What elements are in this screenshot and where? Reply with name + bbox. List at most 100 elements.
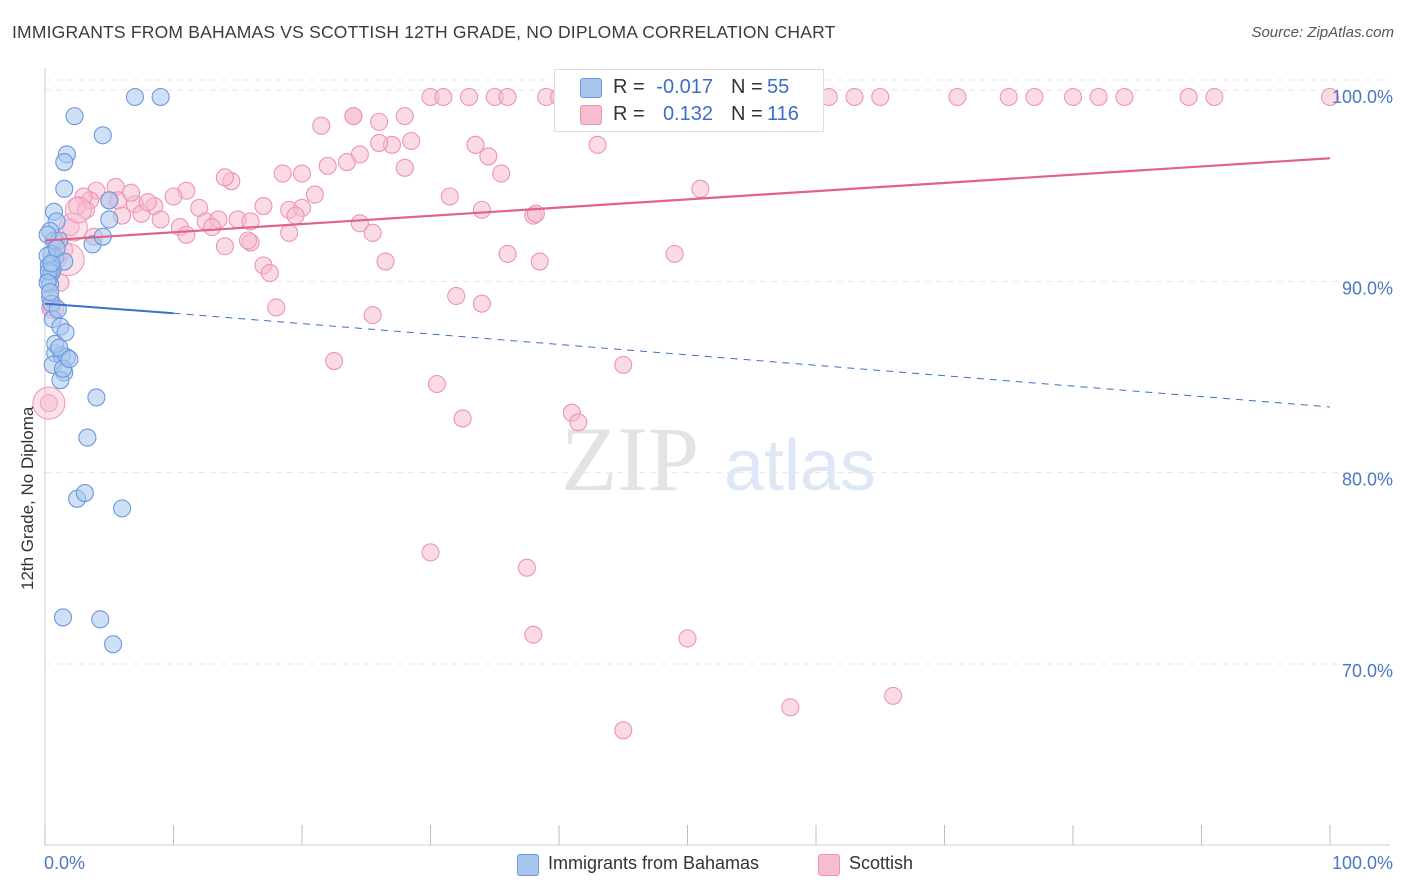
chart-title: IMMIGRANTS FROM BAHAMAS VS SCOTTISH 12TH…	[12, 22, 836, 42]
point-scottish	[447, 286, 466, 306]
point-scottish	[492, 164, 511, 183]
legend-n-label: N =	[731, 103, 763, 125]
point-scottish	[524, 625, 543, 644]
point-scottish	[215, 237, 234, 256]
point-scottish	[517, 558, 536, 577]
point-scottish	[1089, 87, 1108, 107]
point-scottish	[138, 193, 157, 212]
point-scottish	[1205, 87, 1224, 107]
point-bahamas	[41, 283, 60, 302]
y-tick-label: 100.0%	[1332, 87, 1393, 107]
y-tick-label: 90.0%	[1342, 278, 1393, 298]
point-bahamas	[65, 107, 84, 126]
legend-label-bahamas: Immigrants from Bahamas	[548, 853, 760, 873]
point-scottish	[665, 244, 684, 263]
point-scottish	[781, 698, 800, 717]
x-tick-label: 0.0%	[44, 853, 85, 873]
point-scottish	[691, 179, 710, 198]
point-scottish	[292, 164, 312, 183]
point-scottish	[164, 187, 183, 206]
point-scottish	[530, 252, 549, 271]
y-tick-label: 80.0%	[1342, 470, 1393, 490]
point-scottish	[376, 252, 395, 271]
point-scottish	[498, 87, 517, 107]
point-bahamas	[55, 153, 74, 172]
point-scottish-large	[64, 196, 92, 224]
point-scottish	[999, 87, 1018, 107]
point-scottish	[344, 107, 363, 126]
point-scottish	[363, 306, 382, 325]
trend-line-bahamas	[44, 302, 174, 315]
source-label: Source: ZipAtlas.com	[1251, 24, 1394, 41]
point-bahamas	[87, 388, 106, 407]
point-bahamas	[125, 87, 144, 107]
point-scottish	[440, 187, 459, 206]
trend-extension-bahamas	[173, 312, 1331, 408]
point-scottish	[466, 135, 485, 154]
point-bahamas	[78, 428, 97, 447]
legend-swatch-scottish	[818, 854, 840, 876]
point-bahamas	[104, 635, 123, 654]
legend-swatch-pink	[580, 105, 602, 125]
point-bahamas	[93, 126, 112, 145]
point-scottish	[472, 294, 491, 313]
point-scottish	[122, 183, 141, 202]
point-scottish	[280, 223, 299, 242]
point-scottish	[395, 158, 414, 177]
point-scottish	[151, 210, 170, 229]
watermark-atlas: atlas	[724, 426, 876, 506]
point-scottish	[1179, 87, 1198, 107]
point-scottish	[678, 629, 697, 648]
point-bahamas	[151, 87, 170, 107]
point-scottish	[421, 543, 440, 562]
point-scottish	[370, 112, 389, 131]
point-scottish	[479, 147, 498, 166]
point-scottish	[1063, 87, 1083, 107]
legend-row-scottish: R = 0.132 N = 116	[555, 100, 823, 128]
point-bahamas	[50, 338, 69, 357]
legend-swatch-blue	[580, 78, 602, 98]
point-scottish	[273, 164, 292, 183]
point-bahamas	[100, 210, 119, 229]
point-scottish	[241, 212, 260, 231]
trend-line-scottish	[44, 157, 1331, 242]
point-scottish	[337, 153, 357, 172]
point-scottish	[1025, 87, 1044, 107]
point-scottish	[948, 87, 967, 107]
point-scottish	[267, 298, 286, 317]
point-bahamas	[75, 484, 94, 503]
legend-r-label: R =	[613, 103, 645, 125]
y-tick-label: 70.0%	[1342, 661, 1393, 681]
series-scottish	[32, 87, 1340, 740]
point-scottish	[498, 244, 517, 263]
point-scottish	[588, 135, 607, 154]
x-tick-label: 100.0%	[1332, 853, 1393, 873]
watermark: ZIP atlas	[561, 408, 876, 510]
point-scottish	[402, 131, 421, 151]
legend-n-value: 116	[767, 103, 799, 125]
point-scottish	[569, 413, 588, 432]
legend-n-value: 55	[767, 76, 790, 98]
series-legend: Immigrants from Bahamas Scottish	[0, 852, 1406, 878]
point-bahamas	[42, 254, 61, 273]
point-scottish	[1115, 87, 1134, 107]
axes	[44, 68, 1390, 846]
point-scottish	[453, 409, 472, 428]
point-scottish	[312, 116, 331, 135]
point-scottish	[871, 87, 890, 107]
point-scottish	[286, 206, 305, 225]
series-bahamas	[38, 87, 170, 654]
point-scottish	[305, 185, 324, 204]
point-scottish	[203, 218, 222, 237]
point-bahamas	[56, 323, 75, 342]
point-scottish	[363, 223, 382, 242]
point-scottish	[260, 263, 279, 283]
point-scottish	[39, 394, 58, 413]
point-scottish	[614, 355, 633, 374]
point-bahamas	[113, 499, 132, 518]
point-scottish	[472, 200, 491, 219]
stats-legend: R = -0.017 N = 55 R = 0.132 N = 116	[554, 69, 824, 132]
point-bahamas	[53, 608, 73, 627]
legend-swatch-bahamas	[517, 854, 539, 876]
point-scottish	[177, 225, 196, 244]
